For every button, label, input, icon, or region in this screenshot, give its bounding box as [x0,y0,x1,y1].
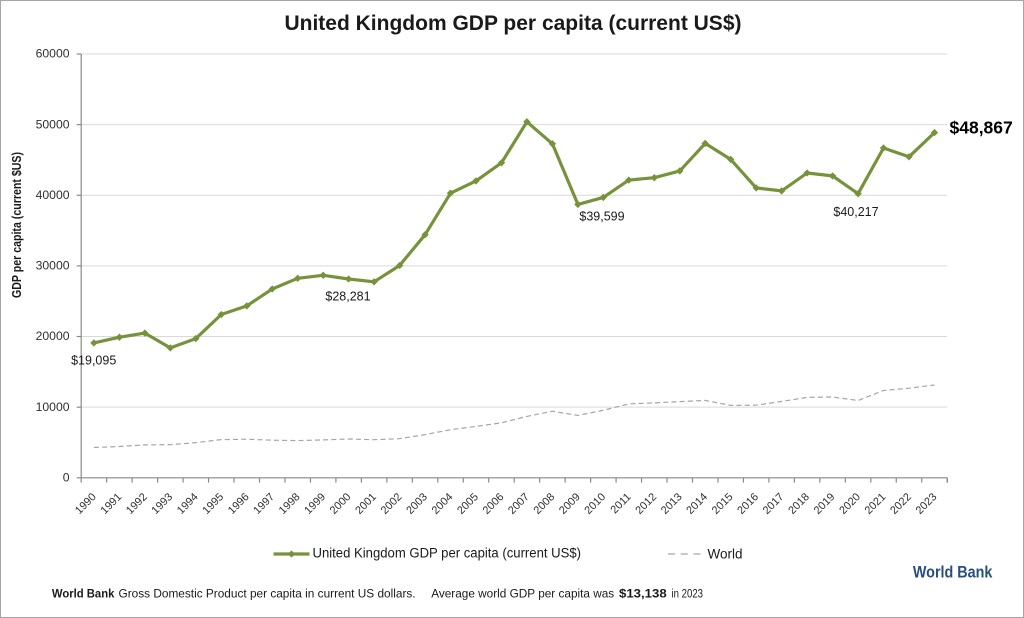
svg-text:40000: 40000 [36,188,70,202]
svg-text:60000: 60000 [36,47,70,61]
svg-text:United Kingdom GDP per capita: United Kingdom GDP per capita (current U… [313,546,582,561]
svg-text:World Bank: World Bank [913,564,993,582]
svg-text:$40,217: $40,217 [833,205,878,219]
svg-text:30000: 30000 [36,259,70,273]
svg-text:World: World [708,547,743,562]
svg-text:$48,867: $48,867 [950,118,1013,138]
svg-text:50000: 50000 [36,117,70,131]
svg-text:United Kingdom GDP per capita: United Kingdom GDP per capita (current U… [284,12,741,35]
svg-text:0: 0 [63,471,70,485]
svg-text:$39,599: $39,599 [579,210,624,224]
svg-text:20000: 20000 [36,329,70,343]
svg-text:GDP per capita (current $US): GDP per capita (current $US) [9,152,24,298]
svg-text:10000: 10000 [36,400,70,414]
svg-text:$28,281: $28,281 [325,289,370,303]
svg-text:$19,095: $19,095 [71,354,116,368]
